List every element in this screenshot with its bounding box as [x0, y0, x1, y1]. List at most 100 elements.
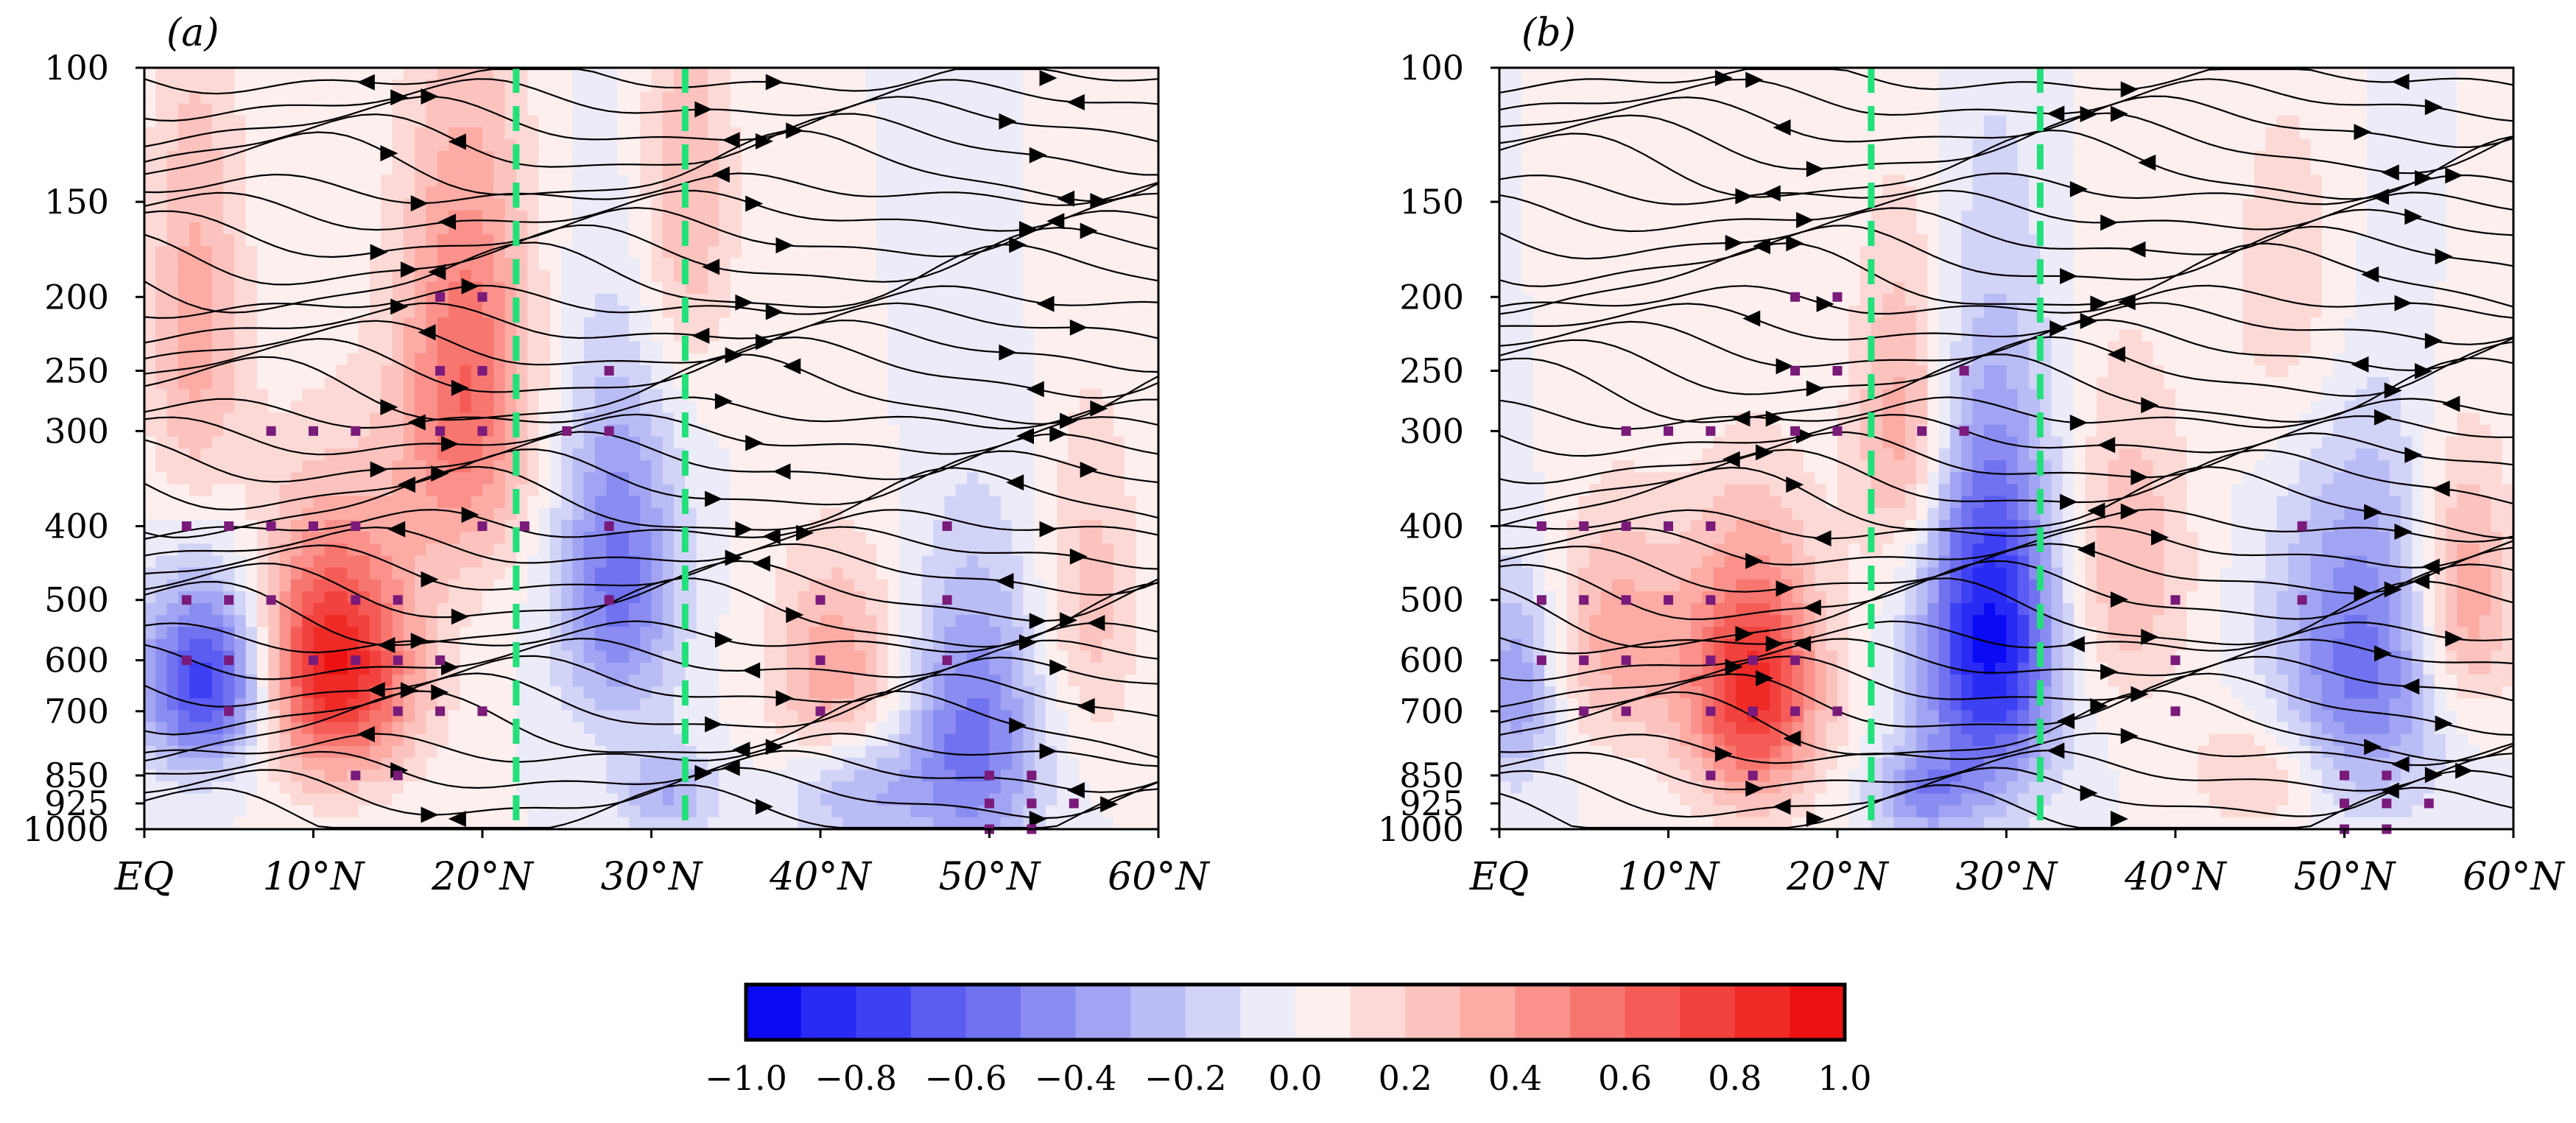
field-cell — [1113, 329, 1125, 342]
field-cell — [719, 115, 731, 128]
field-cell — [809, 472, 821, 485]
field-cell — [651, 103, 664, 116]
field-cell — [527, 484, 540, 497]
field-cell — [549, 127, 562, 140]
field-cell — [820, 532, 832, 544]
field-cell — [437, 68, 449, 80]
field-cell — [1079, 80, 1091, 92]
field-cell — [944, 579, 957, 592]
field-cell — [978, 281, 990, 295]
field-cell — [471, 198, 483, 211]
field-cell — [561, 555, 573, 568]
field-cell — [268, 484, 281, 497]
field-cell — [628, 567, 641, 580]
field-cell — [493, 543, 506, 557]
field-cell — [336, 543, 348, 557]
field-cell — [302, 163, 314, 176]
field-cell — [1091, 341, 1103, 354]
field-cell — [606, 389, 619, 401]
field-cell — [798, 198, 810, 211]
field-cell — [1079, 674, 1091, 687]
field-cell — [482, 198, 494, 211]
field-cell — [1023, 258, 1035, 271]
field-cell — [944, 377, 957, 390]
field-cell — [674, 627, 686, 640]
field-cell — [1136, 115, 1148, 128]
field-cell — [392, 329, 404, 342]
field-cell — [583, 317, 596, 331]
field-cell — [1091, 246, 1103, 259]
field-cell — [606, 103, 619, 116]
field-cell — [719, 210, 731, 223]
field-cell — [211, 484, 224, 497]
field-cell — [944, 496, 957, 509]
field-cell — [910, 507, 923, 521]
field-cell — [595, 353, 607, 366]
field-cell — [775, 567, 787, 580]
field-cell — [1079, 424, 1091, 437]
field-cell — [1012, 579, 1024, 592]
field-cell — [764, 151, 776, 163]
field-cell — [1034, 412, 1046, 426]
field-cell — [628, 210, 641, 223]
field-cell — [460, 198, 472, 211]
field-cell — [764, 567, 776, 580]
field-cell — [1046, 365, 1058, 378]
field-cell — [910, 317, 923, 331]
field-cell — [842, 615, 855, 627]
field-cell — [189, 389, 202, 401]
field-cell — [1147, 341, 1159, 354]
field-cell — [257, 591, 269, 604]
field-cell — [245, 198, 258, 211]
field-cell — [572, 650, 585, 663]
field-cell — [1113, 293, 1125, 306]
field-cell — [798, 68, 810, 80]
field-cell — [831, 686, 844, 699]
field-cell — [493, 567, 506, 580]
field-cell — [831, 424, 844, 437]
field-cell — [865, 258, 878, 271]
field-cell — [177, 377, 190, 390]
field-cell — [798, 341, 810, 354]
field-cell — [1068, 686, 1080, 699]
field-cell — [460, 567, 472, 580]
field-cell — [279, 222, 292, 235]
field-cell — [1000, 412, 1013, 426]
field-cell — [809, 532, 821, 544]
field-cell — [200, 353, 213, 366]
field-cell — [1034, 258, 1046, 271]
field-cell — [978, 638, 990, 652]
field-cell — [1046, 163, 1058, 176]
field-cell — [358, 186, 370, 200]
field-cell — [166, 175, 179, 188]
field-cell — [606, 377, 619, 390]
field-cell — [628, 698, 641, 711]
field-cell — [583, 246, 596, 259]
field-cell — [651, 198, 664, 211]
field-cell — [561, 234, 573, 247]
field-cell — [155, 591, 168, 604]
field-cell — [290, 627, 303, 640]
field-cell — [583, 722, 596, 735]
field-cell — [527, 115, 540, 128]
field-cell — [415, 662, 427, 675]
field-cell — [1147, 186, 1159, 200]
field-cell — [415, 543, 427, 557]
field-cell — [842, 91, 855, 105]
field-cell — [1046, 91, 1058, 105]
field-cell — [887, 329, 900, 342]
field-cell — [211, 448, 224, 461]
field-cell — [1023, 293, 1035, 306]
field-cell — [549, 496, 562, 509]
field-cell — [854, 627, 866, 640]
field-cell — [370, 389, 381, 401]
field-cell — [899, 341, 911, 354]
field-cell — [448, 496, 460, 509]
field-cell — [268, 627, 281, 640]
field-cell — [302, 662, 314, 675]
field-cell — [493, 698, 506, 711]
field-cell — [561, 710, 573, 723]
field-cell — [144, 281, 156, 295]
field-cell — [358, 662, 370, 675]
field-cell — [166, 127, 179, 140]
